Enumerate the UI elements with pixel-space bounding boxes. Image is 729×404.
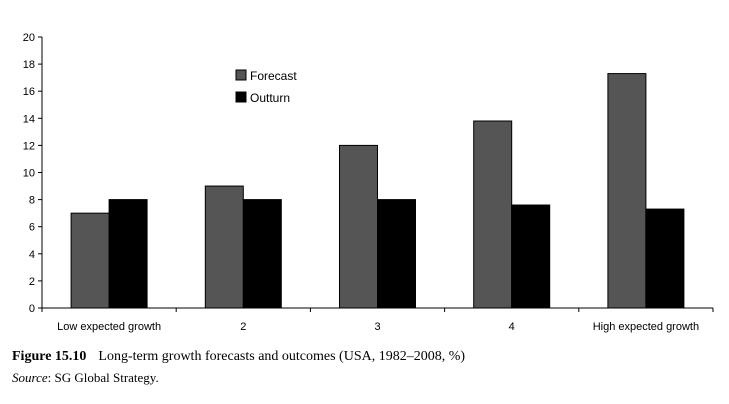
forecast-bar	[71, 213, 109, 308]
x-tick-label: 2	[240, 321, 246, 333]
y-tick-label: 16	[23, 86, 35, 98]
y-tick-label: 10	[23, 168, 35, 180]
figure-caption-text: Long-term growth forecasts and outcomes …	[98, 349, 465, 364]
y-tick-label: 2	[29, 276, 35, 288]
legend-outturn-swatch	[236, 92, 246, 102]
y-tick-label: 4	[29, 249, 35, 261]
chart-bars	[71, 74, 684, 308]
forecast-bar	[608, 74, 646, 308]
y-tick-label: 20	[23, 32, 35, 44]
legend-outturn-label: Outturn	[250, 91, 290, 105]
legend-forecast-swatch	[236, 70, 246, 80]
y-tick-label: 12	[23, 140, 35, 152]
y-tick-label: 18	[23, 59, 35, 71]
y-tick-label: 0	[29, 303, 35, 315]
y-tick-label: 6	[29, 222, 35, 234]
forecast-bar	[205, 186, 243, 308]
y-tick-label: 14	[23, 113, 35, 125]
outturn-bar	[378, 200, 416, 308]
outturn-bar	[243, 200, 281, 308]
figure-label: Figure 15.10	[12, 349, 86, 364]
forecast-bar	[340, 145, 378, 308]
figure-caption: Figure 15.10 Long-term growth forecasts a…	[12, 349, 465, 365]
outturn-bar	[512, 205, 550, 308]
legend-forecast-label: Forecast	[250, 69, 297, 83]
forecast-bar	[474, 121, 512, 308]
y-tick-label: 8	[29, 195, 35, 207]
outturn-bar	[646, 209, 684, 308]
x-tick-label: 3	[374, 321, 380, 333]
source-label: Source	[12, 370, 48, 385]
chart-legend: Forecast Outturn	[236, 69, 297, 105]
x-tick-label: High expected growth	[593, 321, 699, 333]
x-tick-label: 4	[509, 321, 515, 333]
source-text: : SG Global Strategy.	[48, 370, 159, 385]
x-tick-label: Low expected growth	[57, 321, 161, 333]
bar-chart: 0 2 4 6 8 10 12 14 16 18 20 Low expected growth 2 3 4 H…	[0, 0, 729, 345]
outturn-bar	[109, 200, 147, 308]
figure-source: Source: SG Global Strategy.	[12, 370, 159, 386]
